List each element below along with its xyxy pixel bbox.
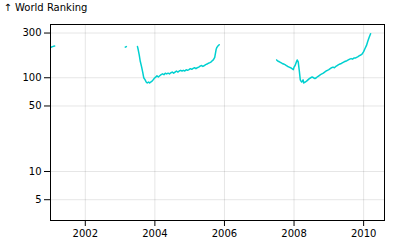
svg-text:10: 10 bbox=[29, 166, 42, 177]
svg-text:2010: 2010 bbox=[351, 228, 376, 239]
svg-text:100: 100 bbox=[22, 72, 41, 83]
svg-text:2008: 2008 bbox=[281, 228, 306, 239]
svg-text:50: 50 bbox=[29, 100, 42, 111]
svg-text:2006: 2006 bbox=[212, 228, 237, 239]
svg-text:2004: 2004 bbox=[142, 228, 167, 239]
svg-text:300: 300 bbox=[22, 27, 41, 38]
svg-text:2002: 2002 bbox=[73, 228, 98, 239]
svg-text:5: 5 bbox=[35, 194, 41, 205]
svg-text:↑ World Ranking: ↑ World Ranking bbox=[4, 2, 88, 13]
